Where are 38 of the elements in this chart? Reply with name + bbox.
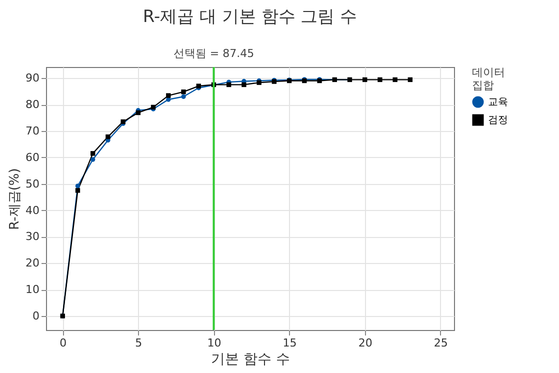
y-tick-label: 90 [26,72,40,85]
y-tick-label: 20 [26,256,40,270]
point [181,90,186,94]
x-axis-title: 기본 함수 수 [211,352,290,368]
point [106,134,110,140]
y-tick-label: 40 [26,204,40,217]
y-tick-label: 10 [26,283,40,296]
y-tick-label: 80 [26,98,40,112]
point [181,94,186,99]
x-tick-label: 20 [358,336,372,350]
y-tick-label: 60 [26,150,40,164]
y-axis-title: R-제곱(%) [8,168,23,230]
y-tick-label: 30 [26,230,40,244]
point [90,157,96,162]
y-tick-label: 50 [26,177,40,190]
legend-title: 데이터 집합 [472,66,505,92]
legend-label: 검정 [488,115,508,126]
x-tick-label: 5 [135,336,142,350]
text: 선택됨 = 87.45 [173,47,254,60]
chart-title: R-제곱 대 기본 함수 그림 수 [142,7,358,27]
point [362,77,368,82]
point [75,188,80,193]
point [408,77,413,82]
y-tick-label: 70 [26,124,40,138]
point [242,82,246,88]
x-tick-label: 25 [434,336,448,350]
point [75,184,80,188]
point [226,82,232,88]
x-tick-label: 0 [60,336,67,350]
x-tick-label: 15 [282,336,297,350]
point [378,77,382,82]
point [166,93,171,98]
x-tick-label: 10 [207,336,222,350]
y-tick-label: 0 [32,309,40,322]
point [392,77,398,82]
point [136,110,141,116]
legend-label: 교육 [488,97,508,108]
point [90,151,96,156]
